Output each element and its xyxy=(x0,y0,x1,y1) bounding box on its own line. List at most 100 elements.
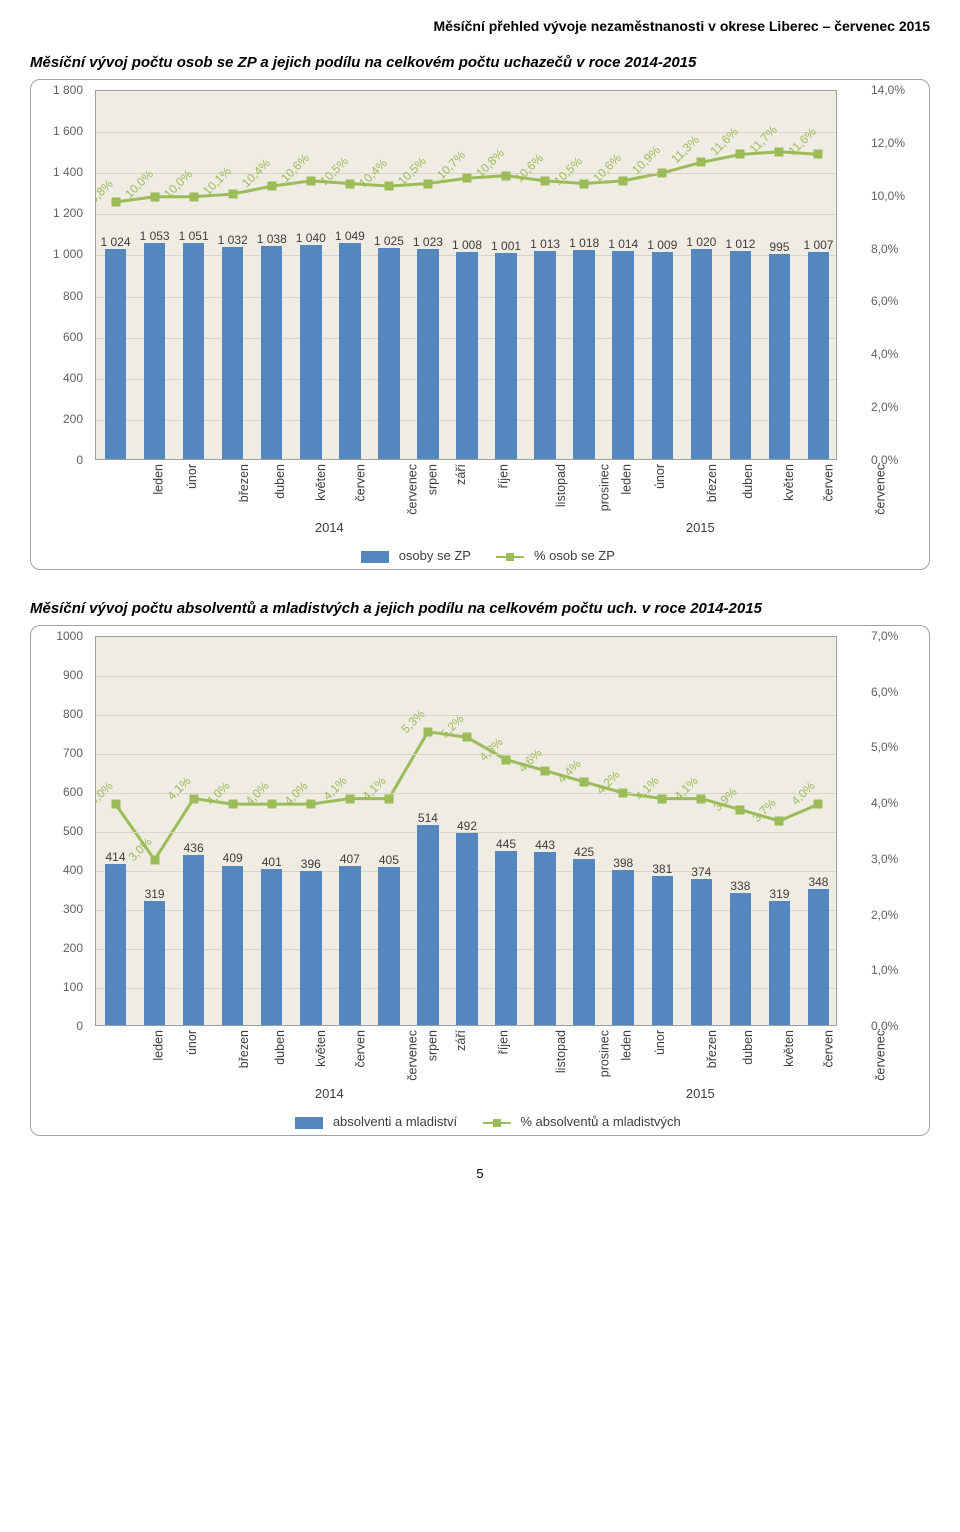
bar-value-label: 1 009 xyxy=(647,238,677,252)
legend-label-bar: osoby se ZP xyxy=(399,548,471,563)
line-marker xyxy=(814,800,823,809)
ytick-left: 700 xyxy=(63,746,83,760)
x-tick-label: červen xyxy=(822,464,836,502)
ytick-left: 400 xyxy=(63,371,83,385)
bar-value-label: 1 024 xyxy=(101,235,131,249)
x-tick-label: červenec xyxy=(406,464,420,515)
x-tick-label: květen xyxy=(314,464,328,501)
bar-value-label: 436 xyxy=(184,841,204,855)
line-marker xyxy=(423,727,432,736)
line-marker xyxy=(228,190,237,199)
x-tick-label: únor xyxy=(185,1030,199,1055)
x-tick-label: leden xyxy=(620,464,634,495)
ytick-left: 600 xyxy=(63,330,83,344)
bar xyxy=(339,243,360,459)
ytick-left: 800 xyxy=(63,289,83,303)
ytick-right: 5,0% xyxy=(871,740,898,754)
bar-value-label: 514 xyxy=(418,811,438,825)
x-tick-label: listopad xyxy=(554,464,568,507)
bar-value-label: 1 049 xyxy=(335,229,365,243)
ytick-left: 100 xyxy=(63,980,83,994)
bar-value-label: 443 xyxy=(535,838,555,852)
x-tick-label: leden xyxy=(620,1030,634,1061)
x-tick-label: listopad xyxy=(554,1030,568,1073)
x-tick-label: květen xyxy=(314,1030,328,1067)
bar-value-label: 414 xyxy=(106,850,126,864)
x-tick-label: únor xyxy=(653,464,667,489)
ytick-left: 1 600 xyxy=(53,124,83,138)
line-marker xyxy=(345,179,354,188)
x-tick-label: prosinec xyxy=(597,464,611,511)
ytick-right: 4,0% xyxy=(871,347,898,361)
bar xyxy=(573,859,594,1025)
bar xyxy=(808,889,829,1025)
bar xyxy=(730,893,751,1025)
bar xyxy=(417,249,438,459)
ytick-left: 1000 xyxy=(56,629,83,643)
bar-value-label: 396 xyxy=(301,857,321,871)
line-marker xyxy=(267,800,276,809)
bar xyxy=(105,249,126,459)
line-marker xyxy=(463,174,472,183)
year-label: 2014 xyxy=(315,520,344,535)
chart2-title: Měsíční vývoj počtu absolventů a mladist… xyxy=(30,600,930,617)
x-tick-label: duben xyxy=(272,1030,286,1065)
bar xyxy=(691,249,712,459)
x-tick-label: červenec xyxy=(406,1030,420,1081)
line-marker xyxy=(814,150,823,159)
line-marker xyxy=(267,182,276,191)
legend-label-line: % osob se ZP xyxy=(534,548,615,563)
bar-value-label: 1 001 xyxy=(491,239,521,253)
x-tick-label: červenec xyxy=(874,464,888,515)
chart2-legend: absolventi a mladiství % absolventů a ml… xyxy=(41,1110,919,1129)
bar xyxy=(495,253,516,459)
bar-value-label: 1 023 xyxy=(413,235,443,249)
ytick-right: 12,0% xyxy=(871,136,905,150)
y-axis-left: 01002003004005006007008009001000 xyxy=(41,636,89,1026)
bar xyxy=(691,879,712,1025)
bar-value-label: 425 xyxy=(574,845,594,859)
bar xyxy=(222,247,243,459)
bar xyxy=(105,864,126,1025)
ytick-right: 2,0% xyxy=(871,908,898,922)
bar-value-label: 381 xyxy=(652,862,672,876)
line-marker xyxy=(463,733,472,742)
bar-value-label: 1 020 xyxy=(686,235,716,249)
line-marker xyxy=(423,179,432,188)
ytick-left: 500 xyxy=(63,824,83,838)
line-marker xyxy=(775,816,784,825)
ytick-left: 400 xyxy=(63,863,83,877)
line-marker xyxy=(697,158,706,167)
bar xyxy=(378,248,399,459)
x-tick-label: květen xyxy=(782,464,796,501)
bar-value-label: 1 053 xyxy=(140,229,170,243)
x-tick-label: prosinec xyxy=(597,1030,611,1077)
ytick-left: 200 xyxy=(63,412,83,426)
bar-value-label: 409 xyxy=(223,851,243,865)
legend-label-line: % absolventů a mladistvých xyxy=(520,1114,680,1129)
plot-area: 4143194364094013964074055144924454434253… xyxy=(95,636,837,1026)
bar-value-label: 319 xyxy=(769,887,789,901)
legend-swatch-line xyxy=(483,1117,511,1129)
line-marker xyxy=(189,192,198,201)
x-tick-label: únor xyxy=(185,464,199,489)
ytick-right: 6,0% xyxy=(871,685,898,699)
chart1-card: 02004006008001 0001 2001 4001 6001 8000,… xyxy=(30,79,930,570)
x-tick-label: srpen xyxy=(425,1030,439,1061)
line-marker xyxy=(775,147,784,156)
x-tick-label: březen xyxy=(705,1030,719,1068)
x-tick-label: únor xyxy=(653,1030,667,1055)
line-marker xyxy=(658,168,667,177)
x-tick-label: duben xyxy=(272,464,286,499)
bar xyxy=(300,245,321,459)
bar-value-label: 338 xyxy=(730,879,750,893)
year-label: 2015 xyxy=(686,520,715,535)
line-marker xyxy=(150,855,159,864)
x-tick-label: duben xyxy=(741,464,755,499)
bar-value-label: 1 018 xyxy=(569,236,599,250)
line-marker xyxy=(306,176,315,185)
ytick-right: 4,0% xyxy=(871,796,898,810)
x-tick-label: červenec xyxy=(874,1030,888,1081)
bars-layer: 4143194364094013964074055144924454434253… xyxy=(96,637,836,1025)
ytick-left: 800 xyxy=(63,707,83,721)
